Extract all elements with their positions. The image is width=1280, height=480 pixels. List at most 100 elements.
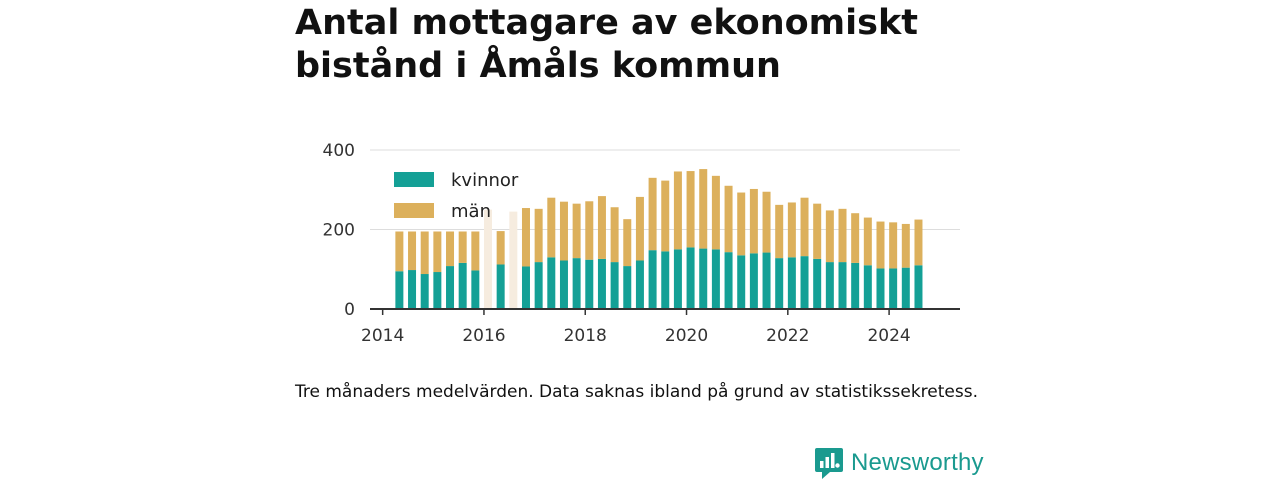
bar-man: [749, 188, 758, 254]
newsworthy-logo: Newsworthy: [814, 446, 984, 480]
bar-kvinnor: [787, 257, 796, 309]
bar-man: [699, 169, 708, 249]
bar-man: [661, 180, 670, 252]
bar-kvinnor: [408, 270, 417, 309]
x-tick-label: 2018: [564, 326, 607, 346]
bar-kvinnor: [749, 253, 758, 309]
bar-man: [585, 201, 594, 260]
x-tick-label: 2020: [665, 326, 708, 346]
bar-kvinnor: [623, 266, 632, 309]
bar-kvinnor: [572, 258, 581, 309]
newsworthy-logo-icon: [815, 448, 843, 479]
bar-kvinnor: [901, 267, 910, 309]
bar-man: [686, 171, 695, 248]
bar-man: [673, 171, 682, 250]
bar-man: [559, 201, 568, 261]
bar-man: [775, 204, 784, 259]
bar-man: [889, 222, 898, 269]
bar-man: [610, 207, 619, 263]
bar-kvinnor: [559, 260, 568, 309]
bar-man: [787, 202, 796, 258]
bar-man: [825, 210, 834, 263]
stacked-bar-chart: 0 200 400 2014 2016 2018 2020 2022 2024 kvinnor m…: [323, 141, 960, 346]
bar-man: [711, 175, 720, 250]
bar-kvinnor: [838, 262, 847, 309]
bar-kvinnor: [534, 262, 543, 309]
bar-man: [648, 177, 657, 251]
x-tick-label: 2016: [462, 326, 505, 346]
bar-kvinnor: [914, 265, 923, 309]
x-tick-label: 2022: [766, 326, 809, 346]
bar-kvinnor: [851, 262, 860, 309]
bar-man: [496, 231, 505, 265]
bar-man: [446, 231, 455, 267]
chart-title-line-2: bistånd i Åmåls kommun: [295, 46, 781, 86]
bar-kvinnor: [775, 258, 784, 309]
chart-title-line-1: Antal mottagare av ekonomiskt: [295, 3, 918, 43]
bar-man: [851, 213, 860, 263]
bar-man: [901, 223, 910, 268]
bar-kvinnor: [711, 249, 720, 309]
bar-kvinnor: [471, 270, 480, 309]
newsworthy-logo-text: Newsworthy: [851, 449, 984, 476]
bar-kvinnor: [547, 257, 556, 309]
legend-label: män: [451, 201, 491, 222]
bar-kvinnor: [648, 250, 657, 309]
bar-man: [420, 231, 429, 275]
legend: kvinnor män: [394, 170, 519, 222]
bar-man: [724, 185, 733, 253]
bar-man: [408, 231, 417, 271]
bar-man: [395, 231, 404, 272]
bar-man: [433, 231, 442, 273]
bar-kvinnor: [813, 258, 822, 309]
bar-man: [762, 191, 771, 253]
y-tick-label: 0: [344, 300, 355, 320]
y-tick-label: 400: [323, 141, 355, 161]
bar-kvinnor: [661, 251, 670, 309]
bar-man: [572, 203, 581, 259]
bar-man-faded: [509, 211, 518, 309]
bar-kvinnor: [597, 258, 606, 309]
bar-man: [838, 208, 847, 263]
bar-man: [471, 231, 480, 271]
bars: [395, 169, 923, 309]
bar-kvinnor: [395, 271, 404, 309]
axes: 0 200 400 2014 2016 2018 2020 2022 2024: [323, 141, 960, 346]
bar-kvinnor: [724, 252, 733, 309]
y-tick-label: 200: [323, 221, 355, 241]
bar-kvinnor: [737, 255, 746, 309]
bar-man: [534, 208, 543, 263]
bar-man: [597, 196, 606, 259]
bar-man-faded: [484, 209, 492, 309]
bar-man: [547, 197, 556, 258]
bar-kvinnor: [800, 256, 809, 309]
bar-kvinnor: [433, 272, 442, 309]
bar-kvinnor: [610, 262, 619, 309]
bar-man: [876, 221, 885, 269]
bar-man: [863, 217, 872, 266]
bar-kvinnor: [762, 252, 771, 309]
bar-man: [623, 219, 632, 267]
legend-swatch: [394, 203, 434, 218]
bar-man: [458, 231, 467, 263]
bar-kvinnor: [458, 262, 467, 309]
bar-kvinnor: [863, 265, 872, 309]
bar-kvinnor: [889, 268, 898, 309]
bar-kvinnor: [673, 249, 682, 309]
bar-kvinnor: [585, 259, 594, 309]
bar-man: [813, 203, 822, 259]
bar-man: [737, 192, 746, 256]
bar-man: [635, 196, 644, 261]
legend-swatch: [394, 172, 434, 187]
chart-title: Antal mottagare av ekonomiskt bistånd i …: [295, 2, 995, 88]
footnote: Tre månaders medelvärden. Data saknas ib…: [295, 382, 978, 402]
bar-man: [914, 219, 923, 266]
bar-man: [800, 197, 809, 257]
bar-kvinnor: [521, 266, 530, 309]
bar-kvinnor: [699, 248, 708, 309]
x-tick-label: 2014: [361, 326, 404, 346]
bar-kvinnor: [686, 247, 695, 309]
legend-label: kvinnor: [451, 170, 519, 191]
bar-kvinnor: [635, 260, 644, 309]
bar-kvinnor: [876, 268, 885, 309]
